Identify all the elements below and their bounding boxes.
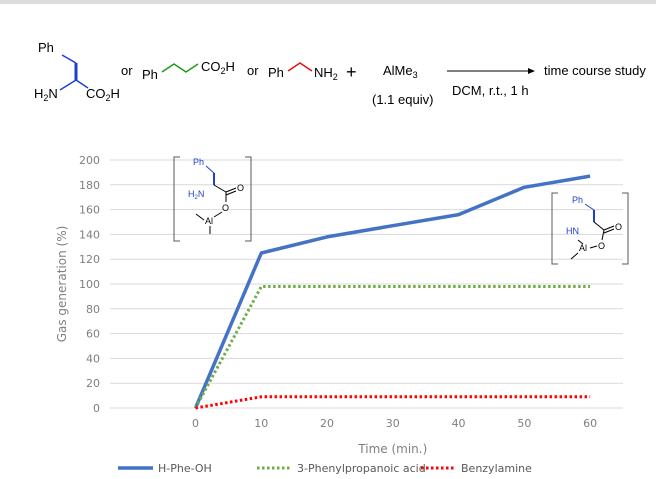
conditions-label: DCM, r.t., 1 h [452, 83, 529, 98]
x-tick-labels: 0 10 20 30 40 50 60 [192, 417, 597, 430]
equiv-label: (1.1 equiv) [372, 92, 433, 107]
ppa-ph-label: Ph [142, 67, 158, 82]
benzylamine-structure: Ph NH2 [268, 62, 338, 82]
inset-cyclic-complex: Ph HN O O Al [551, 192, 629, 265]
bza-amine-label: NH2 [314, 65, 338, 82]
x-tick-label: 40 [452, 417, 466, 430]
series-line [194, 285, 591, 409]
plus-sign: + [346, 62, 357, 82]
series-lines [193, 174, 591, 410]
y-tick-label: 140 [79, 228, 100, 241]
inset-left-o: O [222, 203, 229, 213]
y-axis-title: Gas generation (%) [55, 226, 69, 343]
x-tick-label: 60 [583, 417, 597, 430]
legend-label: Benzylamine [461, 462, 532, 475]
y-tick-label: 180 [79, 179, 100, 192]
inset-left-ph: Ph [193, 157, 204, 167]
inset-right-hn: HN [566, 226, 579, 236]
y-tick-label: 40 [86, 352, 100, 365]
x-tick-label: 20 [320, 417, 334, 430]
x-axis-title: Time (min.) [357, 442, 427, 456]
inset-right-ph: Ph [572, 195, 583, 205]
or-text-1: or [121, 63, 133, 78]
x-tick-label: 50 [517, 417, 531, 430]
x-tick-label: 30 [386, 417, 400, 430]
legend-label: H-Phe-OH [158, 462, 212, 475]
bza-ph-label: Ph [268, 65, 284, 80]
inset-open-complex: Ph H2N O O Al [173, 156, 252, 242]
y-tick-label: 160 [79, 204, 100, 217]
y-tick-label: 80 [86, 303, 100, 316]
ppa-acid-label: CO2H [201, 59, 235, 76]
reaction-arrowhead [528, 68, 535, 74]
y-tick-label: 60 [86, 328, 100, 341]
top-divider [0, 0, 656, 4]
phe-acid-label: CO2H [86, 86, 120, 103]
inset-left-o-carbonyl: O [237, 183, 244, 193]
y-tick-label: 20 [86, 377, 100, 390]
reaction-scheme: Ph H2N CO2H or Ph CO2H or Ph NH2 + AlMe3… [34, 40, 646, 107]
x-tick-label: 0 [192, 417, 199, 430]
or-text-2: or [247, 63, 259, 78]
phe-amine-label: H2N [34, 86, 58, 103]
chart-legend: H-Phe-OH 3-Phenylpropanoic acid Benzylamin… [118, 462, 532, 475]
y-tick-label: 0 [93, 402, 100, 415]
y-tick-label: 100 [79, 278, 100, 291]
phenylalanine-structure: Ph H2N CO2H [34, 40, 120, 103]
inset-right-al: Al [579, 243, 587, 253]
product-label: time course study [544, 63, 646, 78]
y-tick-labels: 0 20 40 60 80 100 120 140 160 180 200 [79, 154, 100, 415]
alme3-label: AlMe3 [383, 63, 418, 80]
y-tick-label: 120 [79, 253, 100, 266]
series-line [193, 174, 591, 409]
inset-left-amine: H2N [188, 189, 204, 201]
phenylpropanoic-acid-structure: Ph CO2H [142, 59, 235, 82]
legend-label: 3-Phenylpropanoic acid [297, 462, 426, 475]
inset-right-o: O [598, 241, 605, 251]
gridlines [110, 159, 623, 409]
phe-ph-label: Ph [38, 40, 54, 55]
x-tick-label: 10 [254, 417, 268, 430]
series-line [195, 395, 591, 410]
inset-left-al: Al [205, 216, 213, 226]
inset-right-o-carbonyl: O [615, 222, 622, 232]
y-tick-label: 200 [79, 154, 100, 167]
